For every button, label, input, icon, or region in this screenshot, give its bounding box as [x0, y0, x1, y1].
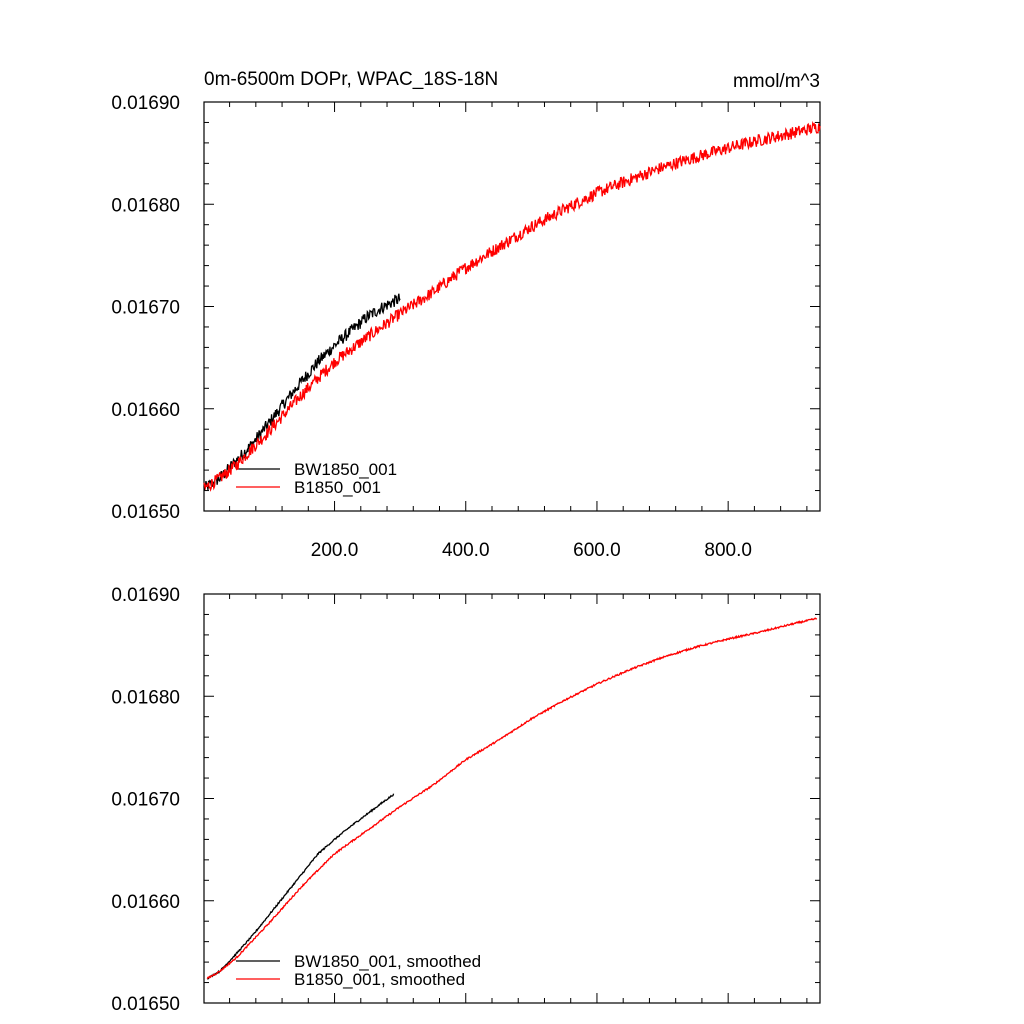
chart-panel-1: 0.01650 0.01660 0.01670 0.01680 0.01690 200.0…: [111, 93, 821, 561]
plot-frame: [203, 101, 821, 512]
series-line-1: [207, 793, 395, 980]
y-tick-label: 0.01660: [111, 400, 180, 421]
legend-label-2: B1850_001: [294, 478, 381, 497]
series-line-1: [203, 293, 401, 491]
y-tick-label: 0.01650: [111, 994, 180, 1015]
legend-label-1: BW1850_001, smoothed: [294, 952, 481, 971]
x-tick-label: 600.0: [573, 540, 621, 561]
y-tick-label: 0.01660: [111, 892, 180, 913]
x-tick-label: 200.0: [311, 540, 359, 561]
chart-title: 0m-6500m DOPr, WPAC_18S-18N: [204, 69, 498, 90]
y-tick-label: 0.01690: [111, 585, 180, 606]
y-tick-label: 0.01680: [111, 195, 180, 216]
y-tick-label: 0.01670: [111, 298, 180, 319]
series-line-2: [206, 617, 818, 980]
series-line-2: [203, 120, 821, 492]
chart-panel-2: 0.01650 0.01660 0.01670 0.01680 0.01690 BW185…: [111, 585, 821, 1015]
legend-label-1: BW1850_001: [294, 460, 397, 479]
y-tick-label: 0.01690: [111, 93, 180, 114]
units-label: mmol/m^3: [733, 71, 820, 92]
x-tick-label: 400.0: [442, 540, 490, 561]
y-tick-label: 0.01670: [111, 790, 180, 811]
y-tick-label: 0.01680: [111, 687, 180, 708]
x-tick-label: 800.0: [704, 540, 752, 561]
plot-frame: [203, 593, 821, 1004]
legend-label-2: B1850_001, smoothed: [294, 970, 465, 989]
y-tick-label: 0.01650: [111, 502, 180, 523]
